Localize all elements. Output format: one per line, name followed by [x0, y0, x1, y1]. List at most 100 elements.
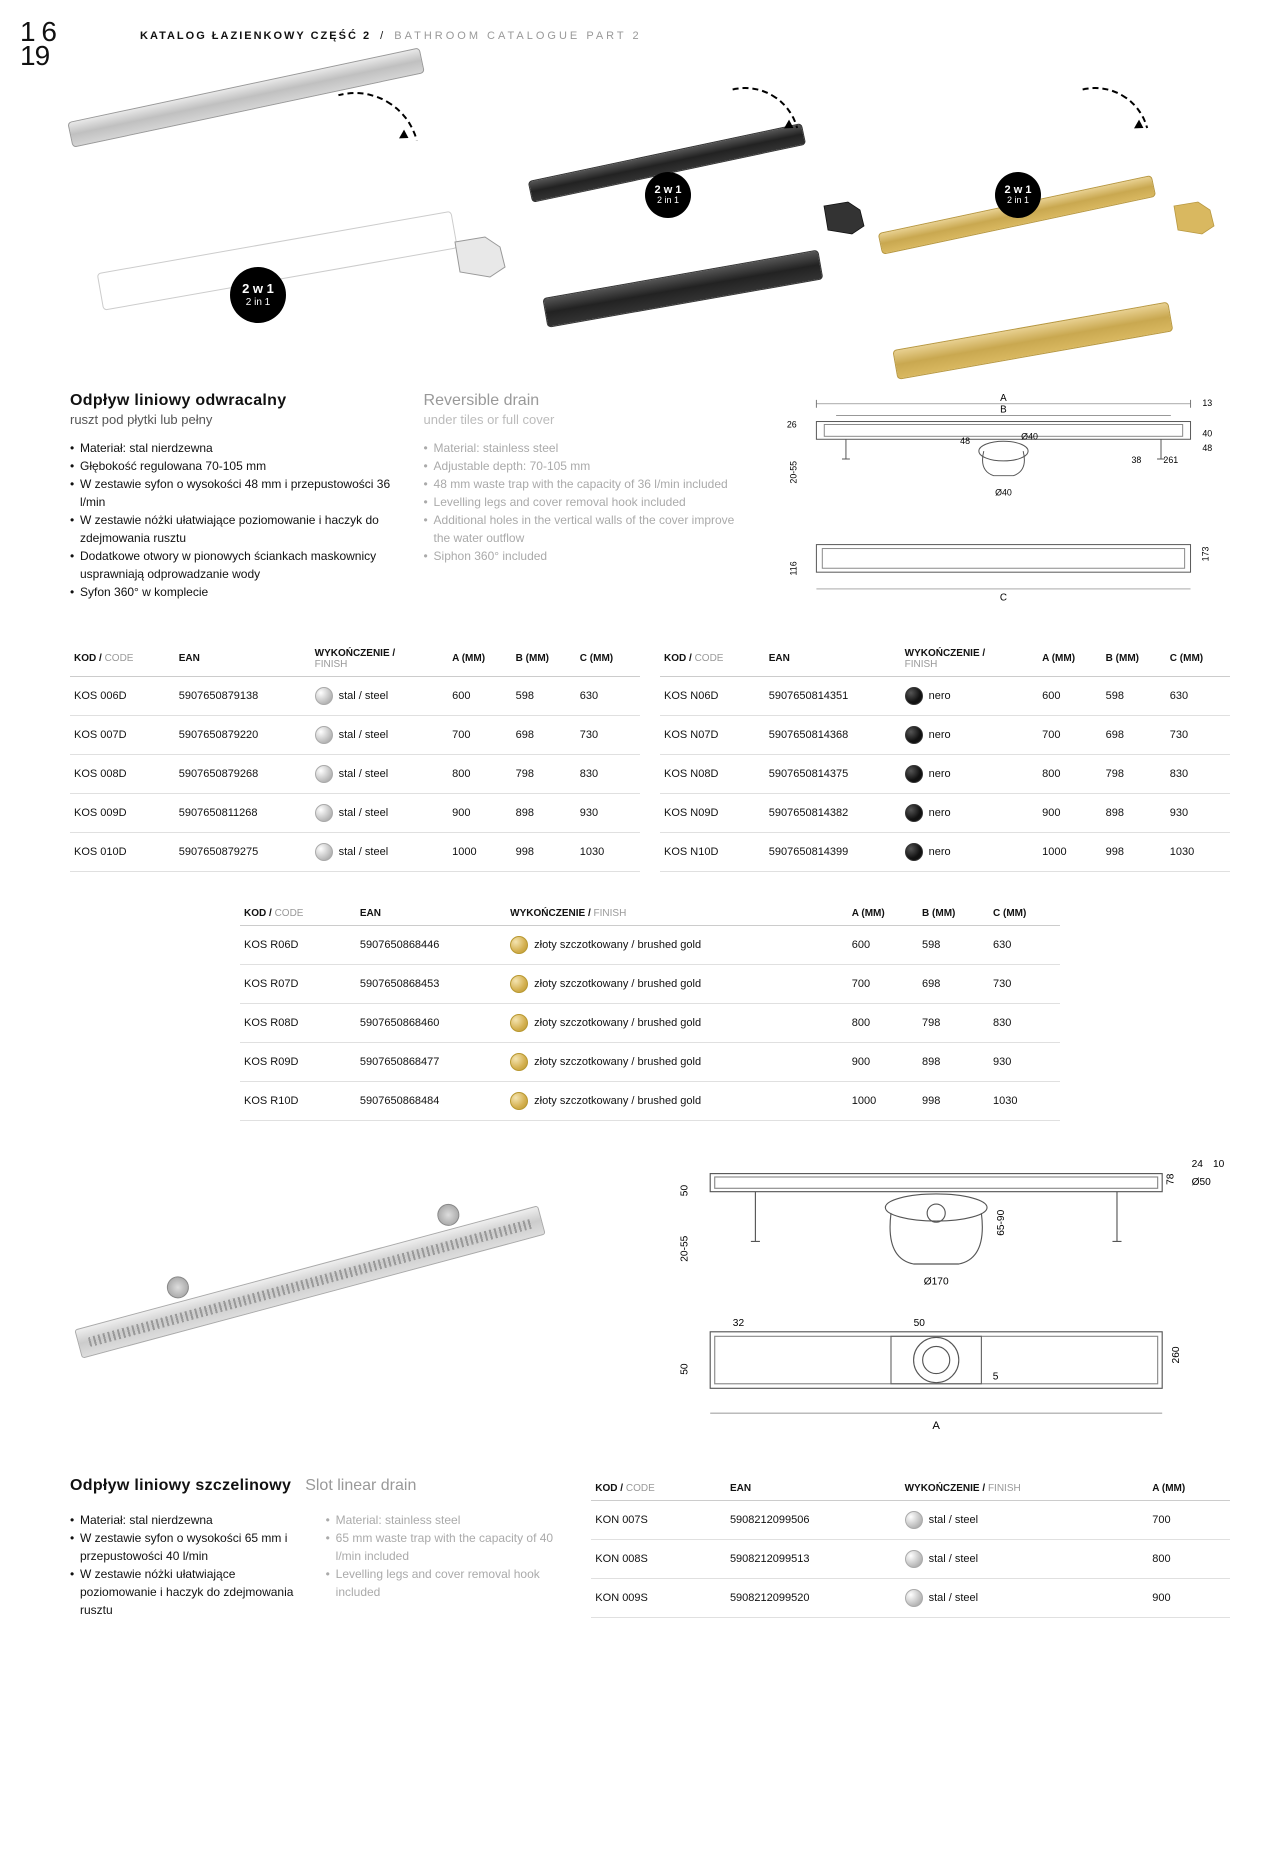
table-cell: 900: [1038, 793, 1102, 832]
table-row: KON 009S5908212099520stal / steel900: [591, 1579, 1230, 1618]
table-cell: 700: [1038, 715, 1102, 754]
svg-text:A: A: [932, 1420, 940, 1432]
table-cell: 5907650868484: [356, 1081, 506, 1120]
product-hero: 2 w 1 2 in 1 2 w 1 2 in 1: [70, 62, 1230, 362]
table-cell: KOS 009D: [70, 793, 175, 832]
th-c: C (MM): [576, 642, 640, 677]
th-kod: KOD / CODE: [240, 902, 356, 926]
table-cell: KOS 008D: [70, 754, 175, 793]
bullet-item: W zestawie syfon o wysokości 65 mm i prz…: [70, 1529, 306, 1565]
table-cell: 998: [1102, 832, 1166, 871]
svg-text:50: 50: [680, 1184, 691, 1196]
table-cell: 1030: [989, 1081, 1060, 1120]
badge-l1: 2 w 1: [242, 282, 274, 296]
badge-silver: 2 w 1 2 in 1: [230, 267, 286, 323]
bottom-description: Odpływ liniowy szczelinowy Slot linear d…: [70, 1477, 1230, 1619]
table-cell: 830: [1166, 754, 1230, 793]
table-cell: 630: [576, 676, 640, 715]
table-cell: KON 008S: [591, 1540, 726, 1579]
table-cell: 5908212099513: [726, 1540, 901, 1579]
table-cell: 800: [1038, 754, 1102, 793]
th-a: A (MM): [448, 642, 512, 677]
table-cell: stal / steel: [901, 1579, 1149, 1618]
badge-l2: 2 in 1: [246, 297, 270, 308]
bullet-item: Głębokość regulowana 70-105 mm: [70, 457, 394, 475]
svg-text:20-55: 20-55: [680, 1235, 691, 1261]
p1-sub-pl: ruszt pod płytki lub pełny: [70, 412, 394, 427]
bullet-item: Material: stainless steel: [424, 439, 748, 457]
table-cell: 800: [848, 1003, 918, 1042]
table-row: KOS N09D5907650814382nero900898930: [660, 793, 1230, 832]
badge-black: 2 w 1 2 in 1: [645, 172, 691, 218]
table-cell: 5908212099520: [726, 1579, 901, 1618]
table-cell: złoty szczotkowany / brushed gold: [506, 1081, 848, 1120]
table-cell: 600: [1038, 676, 1102, 715]
table-cell: 700: [848, 964, 918, 1003]
table-row: KON 007S5908212099506stal / steel700: [591, 1501, 1230, 1540]
svg-text:Ø40: Ø40: [1021, 431, 1038, 441]
th-b: B (MM): [512, 642, 576, 677]
p2-title-en: Slot linear drain: [305, 1477, 416, 1495]
table-cell: 5907650811268: [175, 793, 311, 832]
table-cell: KOS N09D: [660, 793, 765, 832]
table-cell: 898: [512, 793, 576, 832]
drain-gold-bottom: [895, 350, 1280, 380]
th-c: C (MM): [989, 902, 1060, 926]
table-cell: KOS N06D: [660, 676, 765, 715]
bullet-item: W zestawie nóżki ułatwiające poziomowani…: [70, 511, 394, 547]
table-cell: 5907650868446: [356, 925, 506, 964]
table-cell: 898: [1102, 793, 1166, 832]
table-cell: 700: [1148, 1501, 1230, 1540]
th-a: A (MM): [848, 902, 918, 926]
table-cell: 998: [918, 1081, 989, 1120]
p1-title-en: Reversible drain: [424, 392, 748, 410]
table-cell: 5907650879220: [175, 715, 311, 754]
table-cell: złoty szczotkowany / brushed gold: [506, 925, 848, 964]
bullet-item: Dodatkowe otwory w pionowych ściankach m…: [70, 547, 394, 583]
table-cell: 5907650879275: [175, 832, 311, 871]
svg-text:50: 50: [680, 1363, 691, 1375]
badge-l2-c: 2 in 1: [1007, 196, 1029, 206]
table-cell: stal / steel: [311, 715, 448, 754]
technical-diagram-1: A B Ø40 Ø40 13 40 48 26 20-5: [777, 392, 1230, 612]
bullet-item: Materiał: stal nierdzewna: [70, 1511, 306, 1529]
table-cell: złoty szczotkowany / brushed gold: [506, 1042, 848, 1081]
table-cell: 930: [1166, 793, 1230, 832]
svg-text:24: 24: [1192, 1158, 1204, 1169]
table-cell: KOS R07D: [240, 964, 356, 1003]
desc-col-en: Reversible drain under tiles or full cov…: [424, 392, 748, 612]
desc-col-pl: Odpływ liniowy odwracalny ruszt pod płyt…: [70, 392, 394, 612]
table-cell: 900: [448, 793, 512, 832]
table-row: KOS N08D5907650814375nero800798830: [660, 754, 1230, 793]
svg-text:78: 78: [1165, 1173, 1176, 1185]
th-a: A (MM): [1038, 642, 1102, 677]
header-en: BATHROOM CATALOGUE PART 2: [394, 30, 641, 42]
table-cell: 900: [848, 1042, 918, 1081]
bullet-item: Syfon 360° w komplecie: [70, 583, 394, 601]
table-cell: 598: [1102, 676, 1166, 715]
table-cell: 5907650868453: [356, 964, 506, 1003]
table-cell: KOS N10D: [660, 832, 765, 871]
table-cell: 5907650814375: [765, 754, 901, 793]
table-cell: 698: [512, 715, 576, 754]
th-kod: KOD / CODE: [660, 642, 765, 677]
table-cell: 5907650814368: [765, 715, 901, 754]
table-cell: 5907650879138: [175, 676, 311, 715]
table-cell: KOS 010D: [70, 832, 175, 871]
table-cell: stal / steel: [901, 1540, 1149, 1579]
table-row: KOS N07D5907650814368nero700698730: [660, 715, 1230, 754]
svg-text:Ø40: Ø40: [995, 487, 1012, 497]
table-cell: 798: [512, 754, 576, 793]
table-row: KOS R08D5907650868460złoty szczotkowany …: [240, 1003, 1060, 1042]
table-cell: 830: [576, 754, 640, 793]
svg-text:26: 26: [787, 419, 797, 429]
table-cell: 698: [1102, 715, 1166, 754]
table-cell: 798: [918, 1003, 989, 1042]
table-gold: KOD / CODE EAN WYKOŃCZENIE / FINISH A (M…: [240, 902, 1060, 1121]
table-cell: KOS N08D: [660, 754, 765, 793]
bullet-item: W zestawie nóżki ułatwiające poziomowani…: [70, 1565, 306, 1619]
bullet-item: Materiał: stal nierdzewna: [70, 439, 394, 457]
table-row: KOS 007D5907650879220stal / steel7006987…: [70, 715, 640, 754]
table-cell: stal / steel: [901, 1501, 1149, 1540]
drain-black-top: [530, 181, 1280, 203]
